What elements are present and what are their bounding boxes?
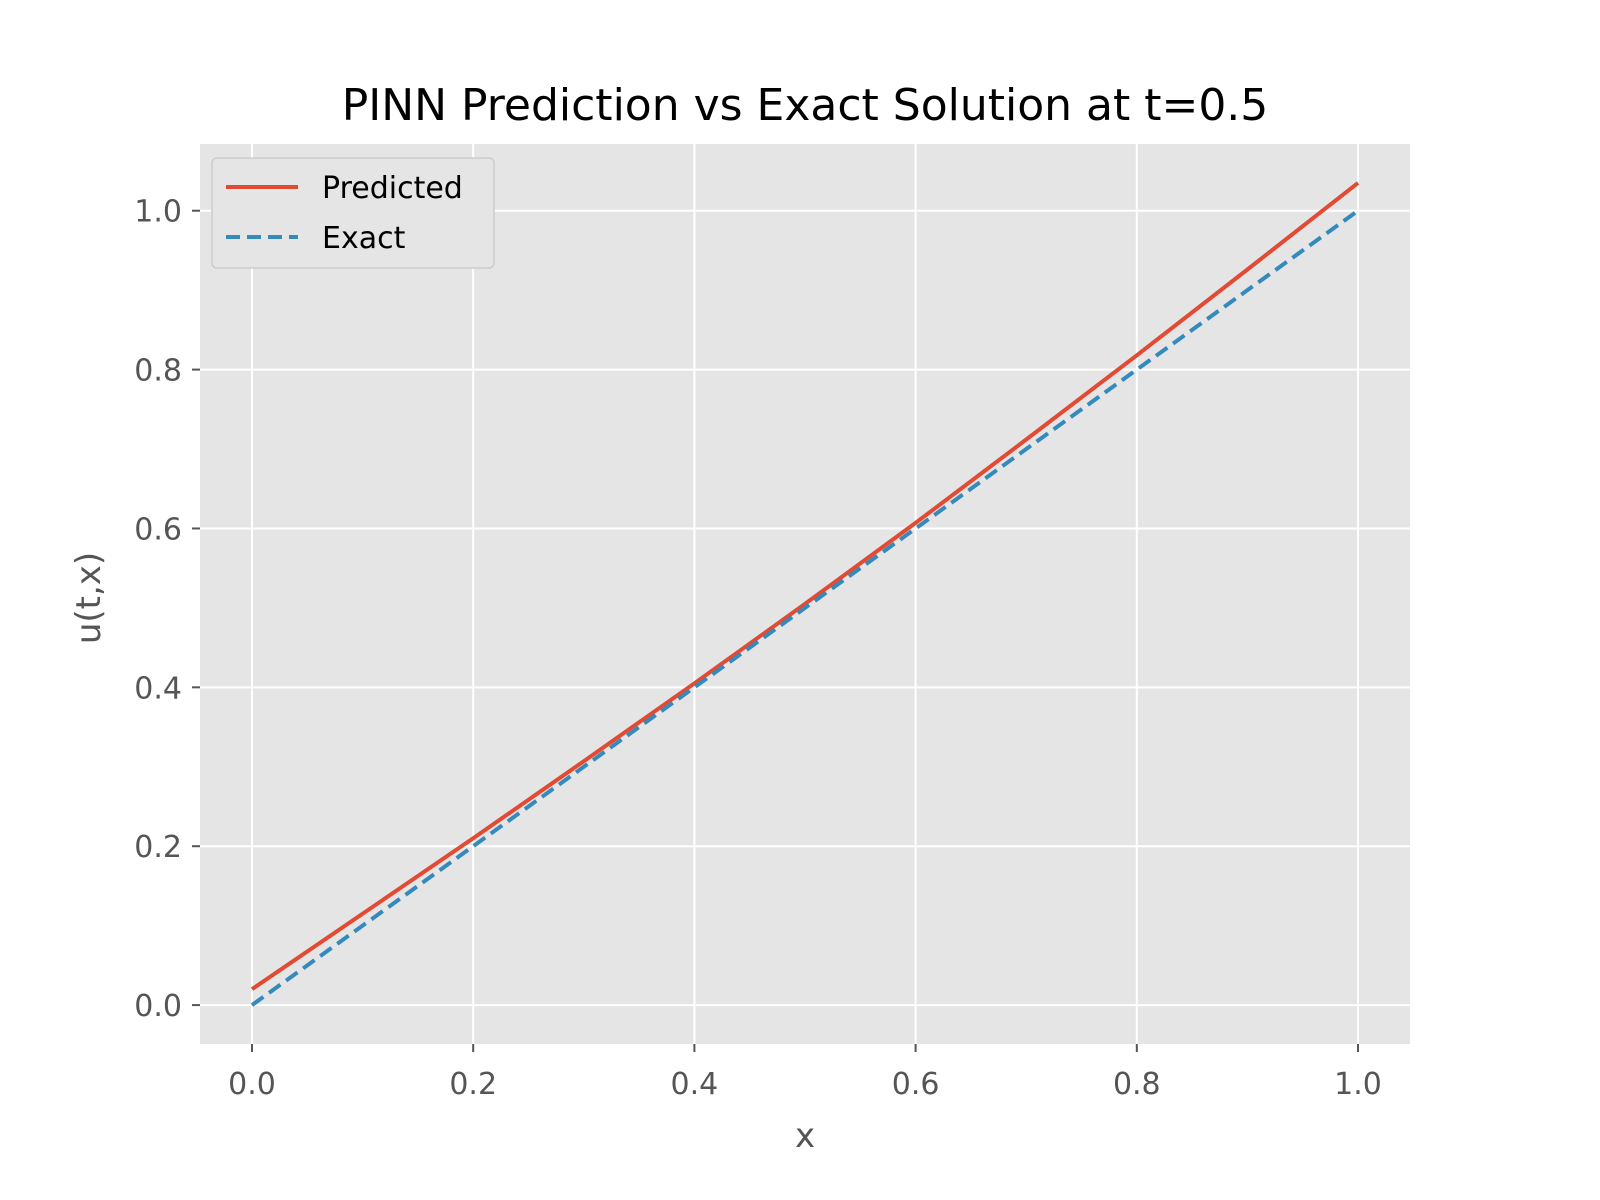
- legend-label-exact: Exact: [322, 221, 406, 256]
- series-lines: [250, 181, 1360, 1007]
- x-tick-label: 0.8: [1113, 1067, 1161, 1102]
- x-tick-label: 0.4: [671, 1067, 719, 1102]
- grid: [200, 144, 1410, 1044]
- x-tick-label: 0.0: [228, 1067, 276, 1102]
- chart-title: PINN Prediction vs Exact Solution at t=0…: [342, 80, 1269, 131]
- y-tick-label: 0.2: [134, 830, 182, 865]
- y-tick-label: 0.8: [134, 354, 182, 389]
- y-tick-label: 0.4: [134, 671, 182, 706]
- plot-area: [200, 144, 1410, 1044]
- x-tick-label: 0.2: [449, 1067, 497, 1102]
- y-tick-label: 1.0: [134, 195, 182, 230]
- y-axis-label: u(t,x): [69, 552, 109, 644]
- legend: Predicted Exact: [211, 157, 495, 269]
- x-tick-label: 1.0: [1334, 1067, 1382, 1102]
- x-tick-label: 0.6: [892, 1067, 940, 1102]
- legend-label-predicted: Predicted: [322, 171, 463, 206]
- x-axis-label: x: [795, 1116, 815, 1156]
- series-line-exact: [250, 209, 1360, 1007]
- y-tick-label: 0.6: [134, 512, 182, 547]
- series-line-predicted: [250, 181, 1360, 991]
- axis-ticks: 0.0 0.2 0.4 0.6 0.8 1.0 0.0 0.2 0.4 0.6 0.8 1.0: [134, 195, 1382, 1102]
- y-tick-label: 0.0: [134, 989, 182, 1024]
